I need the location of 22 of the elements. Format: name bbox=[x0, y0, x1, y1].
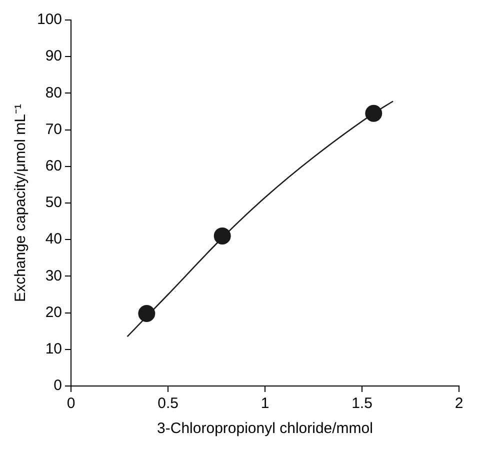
x-tick-label: 0 bbox=[66, 395, 76, 412]
y-tick-label: 90 bbox=[45, 48, 62, 65]
y-tick-label: 100 bbox=[36, 11, 62, 28]
y-tick-label: 20 bbox=[45, 304, 62, 321]
y-tick-label: 60 bbox=[45, 158, 62, 175]
y-tick-label: 70 bbox=[45, 120, 62, 138]
x-axis-title: 3-Chloropropionyl chloride/mmol bbox=[157, 420, 373, 438]
x-tick-label: 1.5 bbox=[352, 395, 372, 412]
point bbox=[138, 305, 156, 322]
x-tick-label: 2 bbox=[454, 395, 464, 412]
x-tick-label: 0.5 bbox=[158, 395, 178, 412]
y-tick-label: 80 bbox=[45, 84, 62, 102]
y-tick-label: 30 bbox=[45, 267, 62, 284]
x-tick-label: 1 bbox=[260, 395, 270, 412]
y-axis-title: Exchange capacity/μmol mL⁻¹ bbox=[12, 104, 30, 302]
y-tick-label: 0 bbox=[54, 377, 62, 394]
y-tick-label: 50 bbox=[45, 194, 62, 212]
y-tick-label: 40 bbox=[45, 230, 62, 248]
line-series bbox=[126, 100, 394, 338]
point bbox=[365, 104, 382, 122]
point bbox=[214, 227, 231, 244]
y-tick-label: 10 bbox=[45, 340, 62, 358]
